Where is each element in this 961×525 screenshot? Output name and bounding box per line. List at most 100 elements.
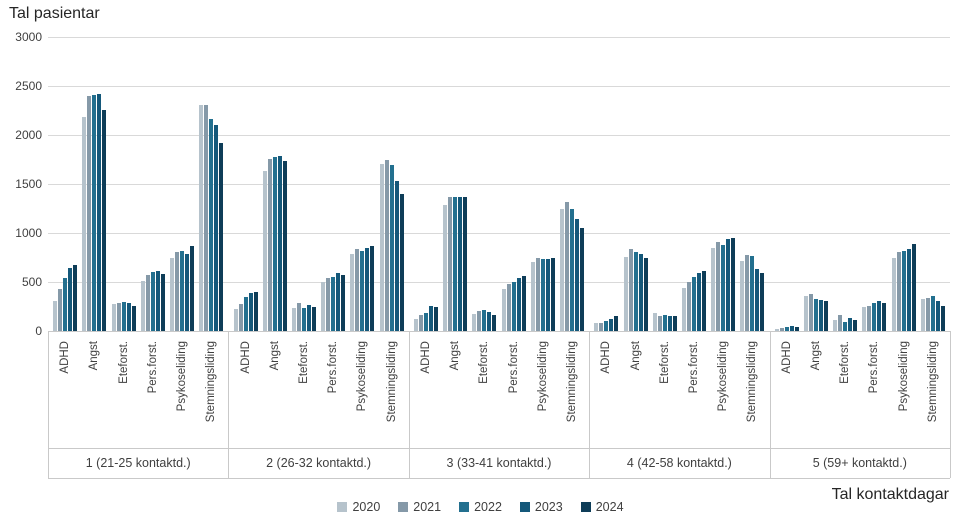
bar-2023 <box>877 301 882 331</box>
category-cell: Angst <box>804 337 828 447</box>
bar-cluster <box>652 313 677 331</box>
bar-2024 <box>940 306 945 331</box>
bar-cluster <box>140 271 165 331</box>
bar-2022 <box>540 259 545 331</box>
bar-2024 <box>794 327 799 331</box>
category-cell: ADHD <box>594 337 618 447</box>
group-label: 4 (42-58 kontaktd.) <box>626 456 732 470</box>
bar-2023 <box>68 268 73 331</box>
category-label: Psykoseliding <box>897 341 910 412</box>
bar-2022 <box>209 119 214 331</box>
bar-2020 <box>379 164 384 331</box>
bar-2020 <box>262 171 267 331</box>
bar-2024 <box>643 258 648 331</box>
legend-item: 2020 <box>337 500 380 514</box>
bar-2023 <box>935 301 940 331</box>
bar-2024 <box>550 258 555 331</box>
bar-2020 <box>111 304 116 331</box>
bar-2020 <box>199 105 204 331</box>
bar-2022 <box>423 313 428 331</box>
bar-2020 <box>443 205 448 331</box>
category-cell: Angst <box>624 337 648 447</box>
bar-2021 <box>896 252 901 331</box>
bar-2020 <box>652 313 657 331</box>
bar-2021 <box>686 282 691 331</box>
bar-2023 <box>336 273 341 331</box>
bar-2023 <box>277 156 282 331</box>
bar-2021 <box>657 316 662 331</box>
bar-2021 <box>779 328 784 331</box>
y-tick-label: 0 <box>35 324 42 338</box>
bar-2021 <box>384 160 389 331</box>
bar-2024 <box>760 273 765 331</box>
category-label: ADHD <box>600 341 613 374</box>
bar-2023 <box>638 254 643 331</box>
legend-label: 2021 <box>413 500 442 514</box>
bar-2020 <box>233 309 238 331</box>
bar-2021 <box>355 249 360 331</box>
bar-2021 <box>745 255 750 331</box>
bar-cluster <box>111 302 136 331</box>
bar-cluster <box>199 105 224 331</box>
bar-cluster <box>379 160 404 331</box>
bar-2022 <box>272 157 277 331</box>
category-label: Angst <box>809 341 822 371</box>
bar-cluster <box>774 326 799 331</box>
bar-cluster <box>472 310 497 331</box>
category-label: Pers.forst. <box>146 341 159 394</box>
bar-2024 <box>73 265 78 331</box>
bar-2022 <box>360 251 365 331</box>
bar-2024 <box>370 246 375 331</box>
bar-2021 <box>448 197 453 331</box>
group-separator <box>228 331 230 478</box>
category-cell: ADHD <box>775 337 799 447</box>
category-cell: Angst <box>263 337 287 447</box>
category-label: Pers.forst. <box>507 341 520 394</box>
category-label-row: ADHD Angst Eteforst. Pers.forst. Psykoselidi… <box>48 337 228 447</box>
legend-label: 2020 <box>352 500 381 514</box>
bar-2022 <box>930 296 935 331</box>
gridline <box>48 86 950 87</box>
bar-2022 <box>389 165 394 331</box>
bar-2023 <box>214 125 219 331</box>
category-label: Stemningsliding <box>385 341 398 423</box>
bar-cluster <box>803 294 828 331</box>
bar-2023 <box>428 306 433 331</box>
bar-2024 <box>463 197 468 331</box>
category-cell: ADHD <box>414 337 438 447</box>
y-tick-label: 2000 <box>15 128 42 142</box>
bar-2020 <box>594 323 599 331</box>
category-label: Angst <box>268 341 281 371</box>
axis-tier-line <box>48 448 950 449</box>
bar-2022 <box>482 310 487 331</box>
bar-2021 <box>628 249 633 331</box>
gridline <box>48 184 950 185</box>
bar-2020 <box>350 254 355 331</box>
bar-2020 <box>530 262 535 331</box>
category-label: Eteforst. <box>478 341 491 384</box>
category-cell: Eteforst. <box>653 337 677 447</box>
bar-2020 <box>291 308 296 331</box>
bar-2020 <box>803 296 808 331</box>
bar-cluster <box>623 249 648 331</box>
category-cell: Angst <box>82 337 106 447</box>
category-cell: Stemningsliding <box>921 337 945 447</box>
bar-2021 <box>326 278 331 331</box>
category-label: Psykoseliding <box>536 341 549 412</box>
bar-2023 <box>667 316 672 331</box>
legend: 2020 2021 2022 2023 2024 <box>0 500 961 514</box>
bar-cluster <box>233 292 258 331</box>
gridline <box>48 233 950 234</box>
bar-2024 <box>282 161 287 331</box>
group-separator <box>589 331 591 478</box>
bar-2021 <box>925 298 930 331</box>
bar-2020 <box>833 320 838 331</box>
category-label: Pers.forst. <box>687 341 700 394</box>
bar-2022 <box>604 321 609 331</box>
bar-2020 <box>82 117 87 331</box>
bar-2022 <box>750 256 755 331</box>
axis-tier-line <box>48 478 950 479</box>
legend-label: 2024 <box>595 500 624 514</box>
bar-2023 <box>848 318 853 331</box>
bar-2020 <box>501 289 506 331</box>
